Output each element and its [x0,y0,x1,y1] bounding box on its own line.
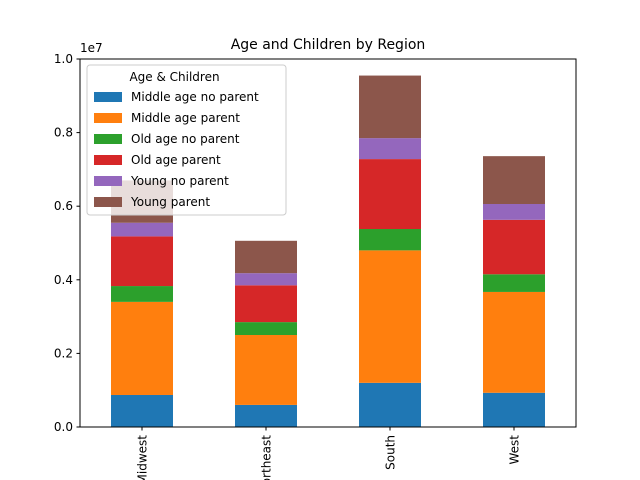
bar-south-series-4 [359,138,421,160]
bar-northeast-series-4 [235,273,297,286]
y-tick-label: 1.0 [54,52,73,66]
legend-swatch-2 [94,134,122,144]
bar-west-series-5 [483,156,545,204]
y-tick-label: 0.6 [54,199,73,213]
legend-label-4: Young no parent [130,174,229,188]
chart-title: Age and Children by Region [231,37,426,53]
y-multiplier-label: 1e7 [80,41,103,55]
legend-box [86,64,287,216]
x-tick-label-northeast: Northeast [260,435,274,480]
x-tick-label-south: South [384,435,398,470]
bar-west-series-0 [483,392,545,427]
legend-swatch-1 [94,113,122,123]
x-tick-label-midwest: Midwest [136,435,150,480]
legend-swatch-5 [94,197,122,207]
bar-northeast-series-2 [235,322,297,335]
legend-swatch-0 [94,92,122,102]
bar-midwest-series-3 [111,236,173,287]
legend-swatch-3 [94,155,122,165]
bar-northeast-series-0 [235,404,297,427]
bar-west-series-1 [483,291,545,393]
legend-label-1: Middle age parent [131,111,240,125]
bars-group [111,75,545,427]
y-tick-label: 0.0 [54,420,73,434]
bar-northeast-series-1 [235,335,297,405]
bar-northeast-series-3 [235,285,297,323]
bar-south-series-0 [359,382,421,427]
plot-frame [79,58,577,428]
x-axis-ticks: Midwest Northeast South West [136,427,522,480]
y-tick-label: 0.2 [54,346,73,360]
bar-south-series-2 [359,229,421,251]
bar-west-series-3 [483,219,545,275]
bar-midwest-series-1 [111,301,173,395]
bar-midwest-series-4 [111,222,173,237]
legend-label-0: Middle age no parent [131,90,259,104]
y-tick-label: 0.4 [54,273,73,287]
bar-west-series-4 [483,203,545,220]
bar-south-series-1 [359,250,421,383]
legend-label-2: Old age no parent [131,132,240,146]
y-tick-label: 0.8 [54,126,73,140]
legend-label-5: Young parent [130,195,210,209]
bar-midwest-series-2 [111,286,173,302]
legend: Age & Children Middle age no parent Middle… [86,64,287,216]
legend-label-3: Old age parent [131,153,221,167]
legend-swatch-4 [94,176,122,186]
legend-title: Age & Children [129,70,219,84]
x-tick-label-west: West [508,435,522,465]
bar-south-series-5 [359,75,421,139]
bar-midwest-series-0 [111,394,173,427]
bar-west-series-2 [483,274,545,292]
y-axis-ticks: 0.0 0.2 0.4 0.6 0.8 1.0 [54,52,80,434]
bar-south-series-3 [359,159,421,230]
bar-northeast-series-5 [235,240,297,274]
